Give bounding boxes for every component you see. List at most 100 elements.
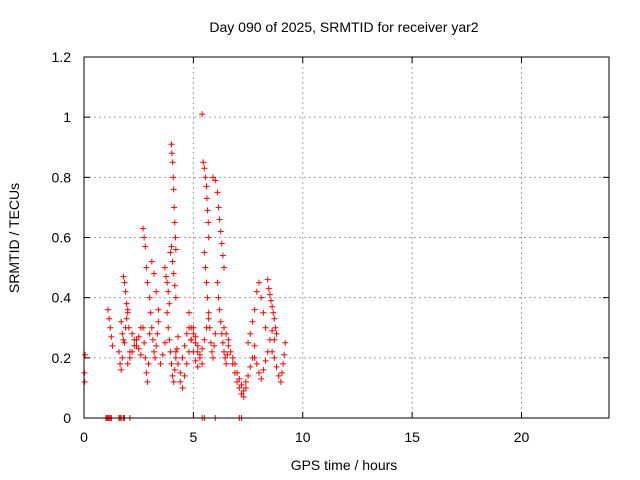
data-point: [148, 258, 155, 265]
data-point: [262, 324, 269, 331]
data-point: [155, 318, 162, 325]
data-point: [208, 348, 215, 355]
data-point: [116, 348, 122, 355]
data-point: [121, 279, 128, 286]
data-point: [140, 324, 147, 331]
data-point: [146, 294, 153, 301]
data-point: [221, 348, 227, 355]
data-point: [147, 309, 154, 316]
data-point: [159, 351, 166, 358]
data-point: [106, 315, 113, 322]
data-point: [200, 159, 207, 166]
data-point: [216, 306, 223, 313]
y-tick-label: 1: [63, 109, 71, 125]
data-point: [179, 354, 186, 361]
data-point: [161, 339, 168, 346]
data-point: [221, 324, 227, 331]
data-point: [143, 369, 150, 376]
data-point: [234, 369, 241, 376]
data-point: [186, 309, 192, 316]
data-point: [82, 351, 89, 358]
data-point: [177, 369, 184, 376]
data-point: [181, 372, 188, 379]
data-point: [165, 288, 172, 295]
data-point: [164, 279, 171, 286]
y-axis-label: SRMTID / TECUs: [6, 183, 22, 293]
data-point: [249, 318, 256, 325]
data-point: [122, 288, 129, 295]
data-point: [282, 339, 289, 346]
data-point: [119, 330, 126, 337]
data-point: [120, 273, 127, 280]
tick-layer: 0 5 10 15 20 0 0.2 0.4 0.6 0.8 1 1.2: [52, 49, 609, 445]
data-point: [172, 246, 179, 253]
data-point: [272, 324, 279, 331]
data-point: [202, 264, 209, 271]
data-point: [119, 354, 126, 361]
data-point: [242, 378, 249, 385]
data-point: [196, 354, 203, 361]
data-point: [142, 354, 149, 361]
data-point: [262, 357, 269, 364]
data-point: [278, 369, 285, 376]
y-tick-label: 1.2: [52, 49, 72, 65]
data-point: [135, 333, 142, 340]
data-point: [217, 318, 224, 325]
data-point: [253, 288, 260, 295]
data-point: [194, 342, 201, 349]
data-point: [170, 378, 177, 385]
data-point: [260, 309, 267, 316]
grid-layer: [84, 57, 609, 418]
data-point: [179, 384, 186, 391]
data-point: [265, 285, 272, 292]
data-point: [170, 270, 177, 277]
data-point: [240, 393, 247, 400]
data-point: [108, 333, 115, 340]
data-point: [199, 111, 206, 118]
data-point: [223, 360, 230, 367]
data-point: [212, 330, 219, 337]
data-point: [120, 336, 127, 343]
data-point: [131, 342, 138, 349]
data-point: [169, 372, 176, 379]
data-point: [173, 345, 180, 352]
data-point: [170, 174, 177, 181]
data-point: [81, 378, 88, 385]
data-point: [247, 363, 254, 370]
data-point: [253, 360, 260, 367]
data-point: [166, 336, 173, 343]
data-point: [224, 351, 231, 358]
y-tick-label: 0.6: [52, 230, 72, 246]
data-point: [181, 342, 188, 349]
data-point: [141, 339, 148, 346]
data-point: [258, 375, 265, 382]
data-point: [222, 354, 229, 361]
data-point: [264, 276, 271, 283]
data-point: [190, 330, 197, 337]
data-point: [231, 360, 238, 367]
data-point: [245, 372, 252, 379]
x-axis-label: GPS time / hours: [291, 457, 398, 473]
data-point: [140, 225, 147, 232]
data-point: [153, 288, 160, 295]
data-point: [192, 357, 199, 364]
data-point: [258, 294, 265, 301]
data-point: [192, 339, 199, 346]
data-point: [219, 252, 226, 259]
data-point: [163, 273, 170, 280]
data-point: [260, 366, 267, 373]
data-point: [129, 330, 136, 337]
data-point: [210, 174, 217, 181]
data-point: [215, 204, 222, 211]
data-point: [172, 354, 179, 361]
data-point: [269, 303, 276, 310]
data-point: [151, 348, 157, 355]
x-tick-label: 10: [295, 429, 311, 445]
data-point: [205, 315, 212, 322]
data-point: [245, 339, 252, 346]
data-point: [271, 315, 278, 322]
data-point: [167, 348, 174, 355]
data-point: [203, 195, 210, 202]
plot-frame: [83, 56, 610, 419]
